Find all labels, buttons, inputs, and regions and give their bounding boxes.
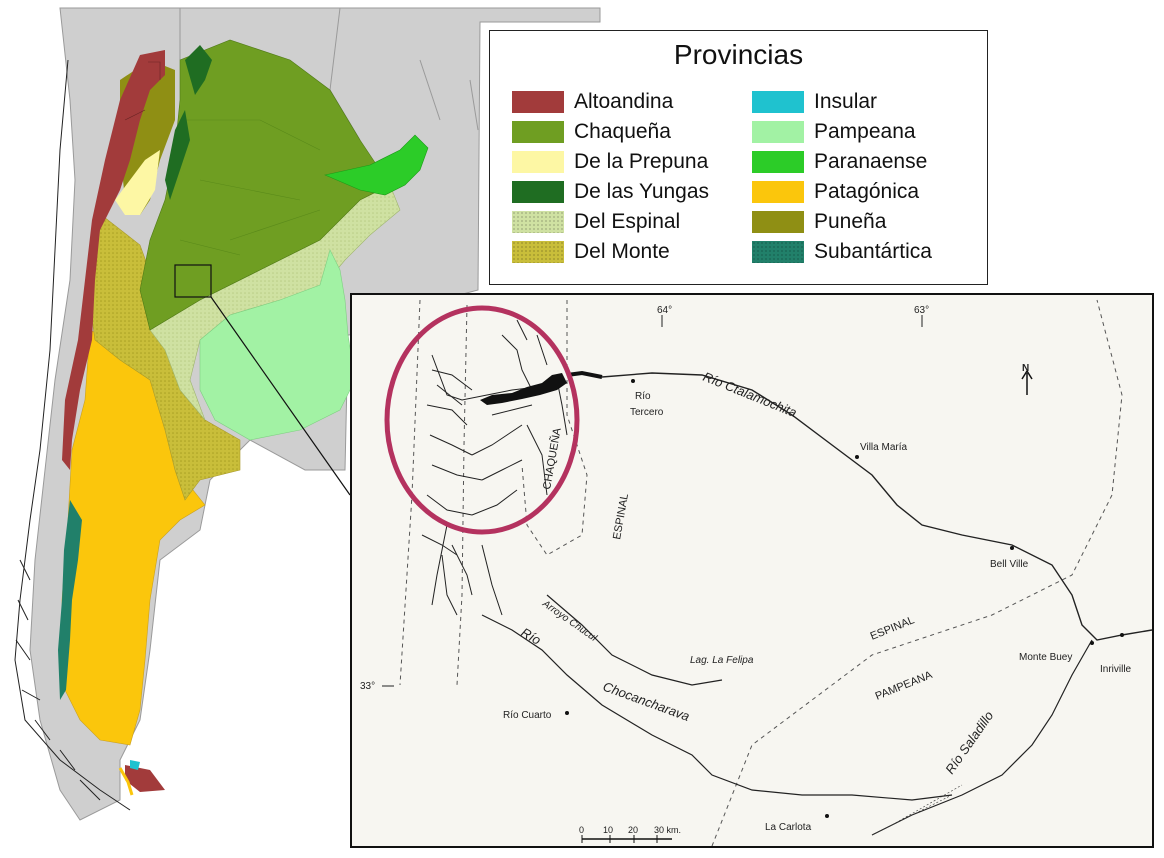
north-label: N <box>1022 363 1029 374</box>
legend-swatch <box>512 211 564 233</box>
legend-item: Del Espinal <box>512 207 680 237</box>
legend-label: De las Yungas <box>574 180 710 203</box>
legend-item: De las Yungas <box>512 177 709 207</box>
region-pampeana <box>199 249 356 441</box>
study-area-box <box>174 264 212 298</box>
river-saladillo <box>871 639 1093 836</box>
place-label-villa-maria: Villa María <box>860 442 907 453</box>
legend-label: De la Prepuna <box>574 150 709 173</box>
river-arroyo-chucul <box>546 594 723 686</box>
legend-label: Del Espinal <box>574 210 681 233</box>
place-label-rio-tercero-1: Río <box>635 391 651 402</box>
river-label-saladillo: Río Saladillo <box>942 708 996 776</box>
legend-swatch <box>512 91 564 113</box>
legend-swatch <box>752 241 804 263</box>
legend-label: Puneña <box>814 210 887 233</box>
scale-label-30km: 30 km. <box>654 825 681 835</box>
lon-label-63: 63° <box>914 305 929 316</box>
region-yungas <box>165 45 212 200</box>
river-label-rio: Río <box>519 625 544 648</box>
river-label-ctalamochita: Río Ctalamochita <box>701 369 799 420</box>
place-label-la-carlota: La Carlota <box>765 822 812 833</box>
lon-label-64: 64° <box>657 305 672 316</box>
region-altoandina <box>62 50 165 470</box>
legend: Provincias Altoandina Chaqueña De la Prepu… <box>489 30 988 285</box>
legend-title: Provincias <box>673 39 804 70</box>
boundary-west2 <box>456 304 468 686</box>
legend-item: Pampeana <box>752 117 916 147</box>
place-label-monte-buey: Monte Buey <box>1019 652 1072 663</box>
legend-item: Altoandina <box>512 87 673 117</box>
river-label-arroyo-chucul: Arroyo Chucul <box>539 598 599 644</box>
legend-label: Subantártica <box>814 240 932 263</box>
river-chocancharava <box>481 614 953 801</box>
legend-label: Altoandina <box>574 90 674 113</box>
legend-label: Patagónica <box>814 180 920 203</box>
river-ctalamochita <box>601 372 1152 641</box>
legend-item: Paranaense <box>752 147 927 177</box>
lat-label-33: 33° <box>360 681 375 692</box>
place-label-rio-cuarto: Río Cuarto <box>503 710 552 721</box>
region-label-espinal-upper: ESPINAL <box>611 493 631 541</box>
legend-item: Puneña <box>752 207 886 237</box>
reservoir <box>480 373 567 405</box>
legend-item: Del Monte <box>512 237 670 267</box>
legend-label: Chaqueña <box>574 120 671 143</box>
region-paranaense <box>324 134 429 196</box>
legend-swatch <box>512 151 564 173</box>
region-prepuna <box>115 150 160 215</box>
scale-label-0: 0 <box>579 825 584 835</box>
legend-swatch <box>752 181 804 203</box>
legend-swatch <box>512 121 564 143</box>
scale-label-10: 10 <box>603 825 613 835</box>
legend-swatch <box>752 91 804 113</box>
legend-swatch <box>752 121 804 143</box>
legend-item: Subantártica <box>752 237 932 267</box>
legend-item: Chaqueña <box>512 117 671 147</box>
place-label-inriville: Inriville <box>1100 664 1132 675</box>
inset-svg: 64° 63° 33° N CHAQUEÑA ESPINAL ESPINAL P… <box>360 299 1152 846</box>
legend-item: Patagónica <box>752 177 919 207</box>
region-insular <box>130 760 140 770</box>
legend-label: Del Monte <box>574 240 670 263</box>
region-label-pampeana: PAMPEANA <box>874 669 935 703</box>
region-subantartica <box>58 500 82 700</box>
inset-map: 64° 63° 33° N CHAQUEÑA ESPINAL ESPINAL P… <box>350 293 1154 848</box>
legend-item: De la Prepuna <box>512 147 708 177</box>
place-label-rio-tercero-2: Tercero <box>630 407 664 418</box>
boundary-espinal-pampeana <box>711 299 1123 846</box>
legend-label: Insular <box>814 90 878 113</box>
boundary-espinal-loop <box>521 300 588 556</box>
legend-swatch <box>512 241 564 263</box>
place-label-lag-la-felipa: Lag. La Felipa <box>690 655 754 666</box>
region-label-espinal-lower: ESPINAL <box>869 614 917 643</box>
legend-item: Insular <box>752 87 877 117</box>
legend-swatch <box>512 181 564 203</box>
chile-coastline <box>14 59 131 811</box>
legend-label: Pampeana <box>814 120 916 143</box>
legend-label: Paranaense <box>814 150 928 173</box>
river-label-chocancharava: Chocancharava <box>601 679 692 724</box>
highlight-circle <box>384 305 580 535</box>
place-label-bell-ville: Bell Ville <box>990 559 1029 570</box>
scale-label-20: 20 <box>628 825 638 835</box>
legend-swatch <box>752 151 804 173</box>
legend-swatch <box>752 211 804 233</box>
region-tierra-del-fuego <box>125 765 165 792</box>
